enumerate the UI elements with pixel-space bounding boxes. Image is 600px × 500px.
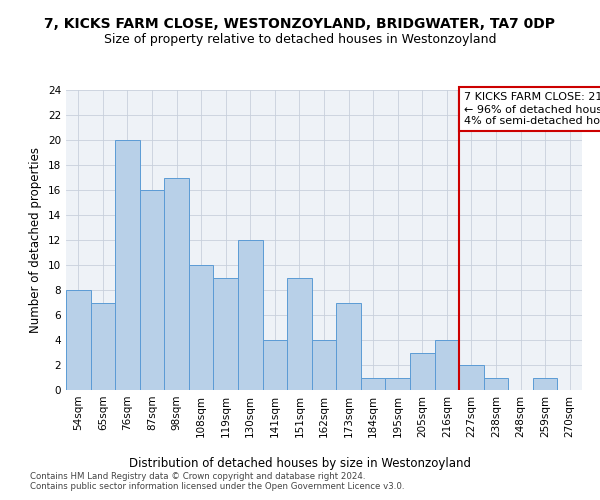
Bar: [140, 190, 164, 390]
Text: Contains public sector information licensed under the Open Government Licence v3: Contains public sector information licen…: [30, 482, 404, 491]
Text: 7, KICKS FARM CLOSE, WESTONZOYLAND, BRIDGWATER, TA7 0DP: 7, KICKS FARM CLOSE, WESTONZOYLAND, BRID…: [44, 18, 556, 32]
Bar: [91, 302, 115, 390]
Bar: [287, 278, 312, 390]
Text: Size of property relative to detached houses in Westonzoyland: Size of property relative to detached ho…: [104, 32, 496, 46]
Bar: [533, 378, 557, 390]
Text: Distribution of detached houses by size in Westonzoyland: Distribution of detached houses by size …: [129, 458, 471, 470]
Bar: [189, 265, 214, 390]
Bar: [459, 365, 484, 390]
Bar: [385, 378, 410, 390]
Bar: [312, 340, 336, 390]
Bar: [115, 140, 140, 390]
Bar: [214, 278, 238, 390]
Text: 7 KICKS FARM CLOSE: 218sqm
← 96% of detached houses are smaller (129)
4% of semi: 7 KICKS FARM CLOSE: 218sqm ← 96% of deta…: [464, 92, 600, 126]
Bar: [361, 378, 385, 390]
Bar: [434, 340, 459, 390]
Y-axis label: Number of detached properties: Number of detached properties: [29, 147, 43, 333]
Bar: [238, 240, 263, 390]
Bar: [336, 302, 361, 390]
Text: Contains HM Land Registry data © Crown copyright and database right 2024.: Contains HM Land Registry data © Crown c…: [30, 472, 365, 481]
Bar: [66, 290, 91, 390]
Bar: [484, 378, 508, 390]
Bar: [410, 352, 434, 390]
Bar: [164, 178, 189, 390]
Bar: [263, 340, 287, 390]
